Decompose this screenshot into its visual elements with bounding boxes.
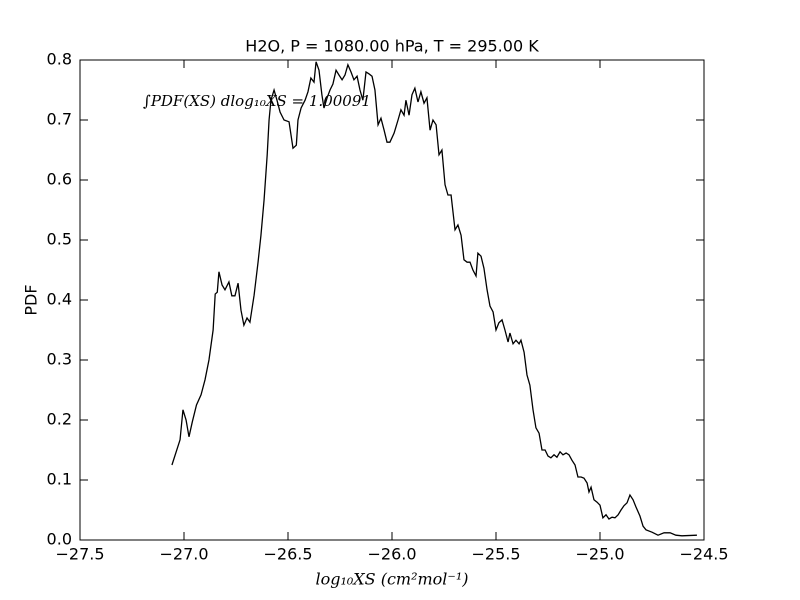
y-tick-label: 0.1 [47,470,72,489]
y-tick-label: 0.2 [47,410,72,429]
y-tick-label: 0.8 [47,50,72,69]
y-axis-label: PDF [22,284,41,315]
y-tick-label: 0.3 [47,350,72,369]
x-tick-label: −26.0 [367,545,416,564]
y-tick-label: 0.4 [47,290,72,309]
x-tick-label: −27.0 [159,545,208,564]
x-axis-label: log₁₀XS (cm²mol⁻¹) [315,570,468,589]
chart-title: H2O, P = 1080.00 hPa, T = 295.00 K [245,37,539,56]
x-tick-label: −24.5 [679,545,728,564]
y-tick-label: 0.7 [47,110,72,129]
x-tick-label: −26.5 [263,545,312,564]
y-tick-label: 0.0 [47,530,72,549]
x-tick-label: −25.5 [471,545,520,564]
y-tick-label: 0.5 [47,230,72,249]
annotation: ∫PDF(XS) dlog₁₀XS = 1.00091 [143,92,371,110]
data-line [171,61,697,537]
x-tick-label: −25.0 [575,545,624,564]
y-tick-label: 0.6 [47,170,72,189]
x-tick-label: −27.5 [55,545,104,564]
plot-frame [79,59,705,541]
